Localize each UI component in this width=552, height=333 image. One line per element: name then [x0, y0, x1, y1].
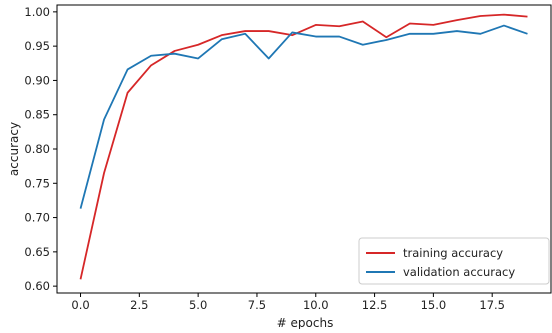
y-tick-label: 0.95	[24, 39, 50, 53]
y-tick-label: 0.85	[24, 108, 50, 122]
x-axis-label: # epochs	[277, 316, 334, 329]
legend-label-training: training accuracy	[403, 246, 503, 260]
y-tick-label: 0.80	[24, 142, 50, 156]
y-tick-label: 0.90	[24, 73, 50, 87]
legend-label-validation: validation accuracy	[403, 265, 515, 279]
x-tick-label: 12.5	[362, 298, 388, 312]
legend: training accuracy validation accuracy	[359, 238, 549, 284]
y-axis-label: accuracy	[7, 122, 21, 176]
y-tick-label: 0.75	[24, 176, 50, 190]
y-tick-label: 0.65	[24, 245, 50, 259]
x-axis: 0.0 2.5 5.0 7.5 10.0 12.5 15.0 17.5	[71, 293, 505, 312]
x-tick-label: 2.5	[130, 298, 148, 312]
x-tick-label: 0.0	[71, 298, 89, 312]
y-tick-label: 1.00	[24, 5, 50, 19]
x-tick-label: 17.5	[479, 298, 505, 312]
y-tick-label: 0.60	[24, 279, 50, 293]
x-tick-label: 5.0	[189, 298, 207, 312]
x-tick-label: 10.0	[303, 298, 329, 312]
y-tick-label: 0.70	[24, 211, 50, 225]
series-line-validation	[81, 26, 528, 209]
y-axis: 0.60 0.65 0.70 0.75 0.80 0.85 0.90 0.95 1.00	[24, 5, 57, 293]
x-tick-label: 15.0	[421, 298, 447, 312]
x-tick-label: 7.5	[248, 298, 266, 312]
